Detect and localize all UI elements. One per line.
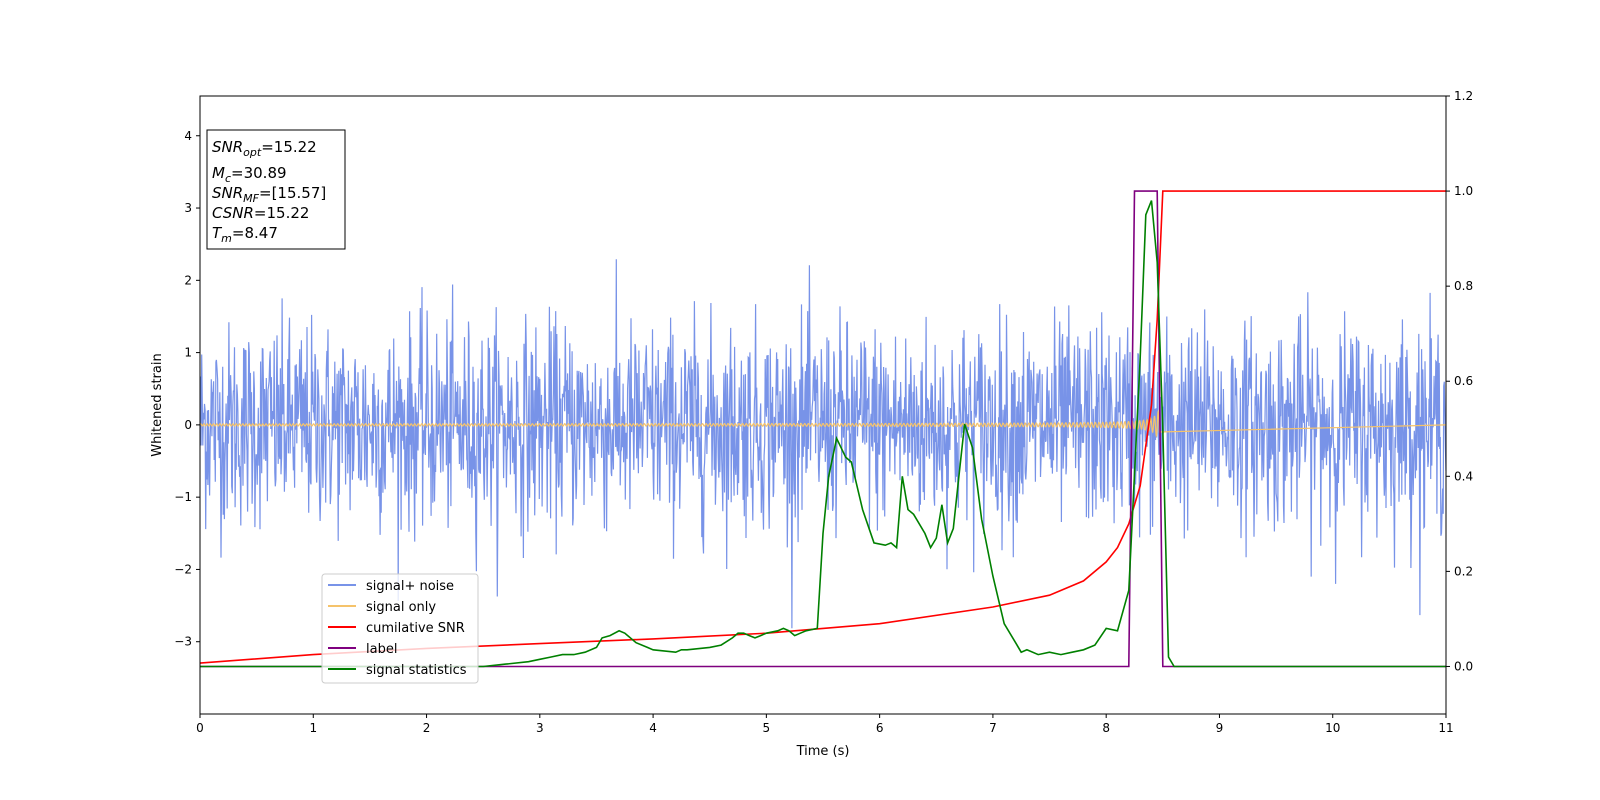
series-signal-statistics	[200, 200, 1446, 668]
y2-tick-label: 0.8	[1454, 279, 1473, 293]
y-tick-label: 2	[184, 273, 192, 287]
x-tick-label: 1	[309, 721, 317, 735]
x-tick-label: 6	[876, 721, 884, 735]
x-tick-label: 2	[423, 721, 431, 735]
x-tick-label: 7	[989, 721, 997, 735]
x-tick-label: 9	[1216, 721, 1224, 735]
annotation-line: SNRMF=[15.57]	[212, 184, 326, 205]
x-tick-label: 11	[1438, 721, 1453, 735]
legend-label: signal statistics	[366, 663, 467, 678]
series-cumulative-snr	[200, 190, 1446, 664]
annotation-line: CSNR=15.22	[212, 204, 309, 222]
plot-frame	[199, 95, 1447, 715]
y-axis-label: Whitened strain	[150, 353, 165, 456]
x-tick-label: 5	[763, 721, 771, 735]
legend: signal+ noise signal only cumilative SNR la…	[321, 573, 479, 684]
x-tick-label: 4	[649, 721, 657, 735]
y2-tick-label: 0.0	[1454, 659, 1473, 673]
x-tick-label: 0	[196, 721, 204, 735]
y-tick-label: 4	[184, 129, 192, 143]
y2-tick-label: 0.2	[1454, 564, 1473, 578]
annotation-line: Tm=8.47	[212, 224, 278, 245]
y-tick-label: 1	[184, 346, 192, 360]
annotation-box-frame	[206, 129, 346, 250]
y2-tick-label: 1.2	[1454, 89, 1473, 103]
legend-label: cumilative SNR	[366, 621, 465, 636]
y2-tick-label: 1.0	[1454, 184, 1473, 198]
annotation-line: SNRopt=15.22	[212, 138, 317, 159]
x-tick-label: 10	[1325, 721, 1340, 735]
axes: 0 1 2 3 4 5 6 7 8 9 10 11 −3 −2 −1 0 1 2 3 4 0.0 0.2 0.4 0.6 0.8…	[174, 89, 1473, 735]
plot-area	[200, 190, 1446, 668]
legend-frame	[321, 573, 479, 684]
y-tick-label: −2	[174, 562, 192, 576]
series-signal-only	[200, 409, 1446, 438]
annotation-box: SNRopt=15.22 Mc=30.89SNRMF=[15.57]CSNR=15…	[206, 129, 346, 250]
x-tick-label: 8	[1102, 721, 1110, 735]
x-tick-label: 3	[536, 721, 544, 735]
y-tick-label: −3	[174, 635, 192, 649]
y-tick-label: −1	[174, 490, 192, 504]
legend-label: signal+ noise	[366, 579, 454, 594]
y-tick-label: 0	[184, 418, 192, 432]
x-axis-label: Time (s)	[796, 744, 850, 759]
annotation-line: Mc=30.89	[212, 164, 287, 185]
y-tick-label: 3	[184, 201, 192, 215]
y2-tick-label: 0.4	[1454, 469, 1473, 483]
legend-label: label	[366, 642, 397, 657]
y2-tick-label: 0.6	[1454, 374, 1473, 388]
legend-label: signal only	[366, 600, 436, 615]
series-signal-noise	[200, 259, 1446, 629]
